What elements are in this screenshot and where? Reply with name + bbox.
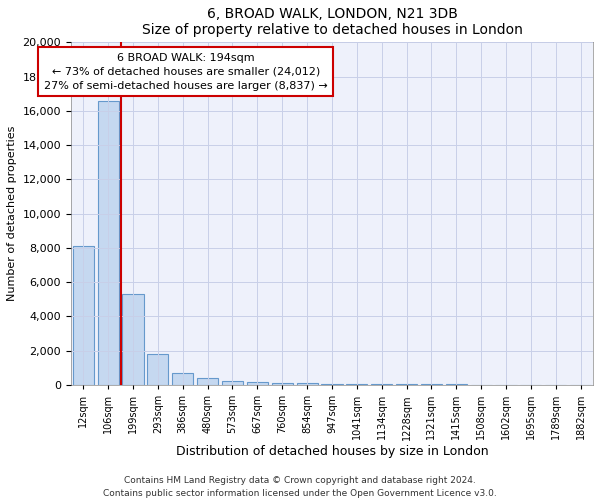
Bar	[247, 382, 268, 385]
Title: 6, BROAD WALK, LONDON, N21 3DB
Size of property relative to detached houses in L: 6, BROAD WALK, LONDON, N21 3DB Size of p…	[142, 7, 523, 37]
Text: 6 BROAD WALK: 194sqm
← 73% of detached houses are smaller (24,012)
27% of semi-d: 6 BROAD WALK: 194sqm ← 73% of detached h…	[44, 53, 328, 91]
Bar	[272, 382, 293, 385]
Bar	[197, 378, 218, 385]
X-axis label: Distribution of detached houses by size in London: Distribution of detached houses by size …	[176, 445, 488, 458]
Bar	[346, 384, 367, 385]
Bar	[73, 246, 94, 385]
Text: Contains HM Land Registry data © Crown copyright and database right 2024.
Contai: Contains HM Land Registry data © Crown c…	[103, 476, 497, 498]
Bar	[98, 100, 119, 385]
Bar	[296, 384, 317, 385]
Bar	[172, 373, 193, 385]
Bar	[222, 380, 243, 385]
Y-axis label: Number of detached properties: Number of detached properties	[7, 126, 17, 302]
Bar	[148, 354, 169, 385]
Bar	[122, 294, 143, 385]
Bar	[371, 384, 392, 385]
Bar	[446, 384, 467, 385]
Bar	[421, 384, 442, 385]
Bar	[322, 384, 343, 385]
Bar	[396, 384, 417, 385]
